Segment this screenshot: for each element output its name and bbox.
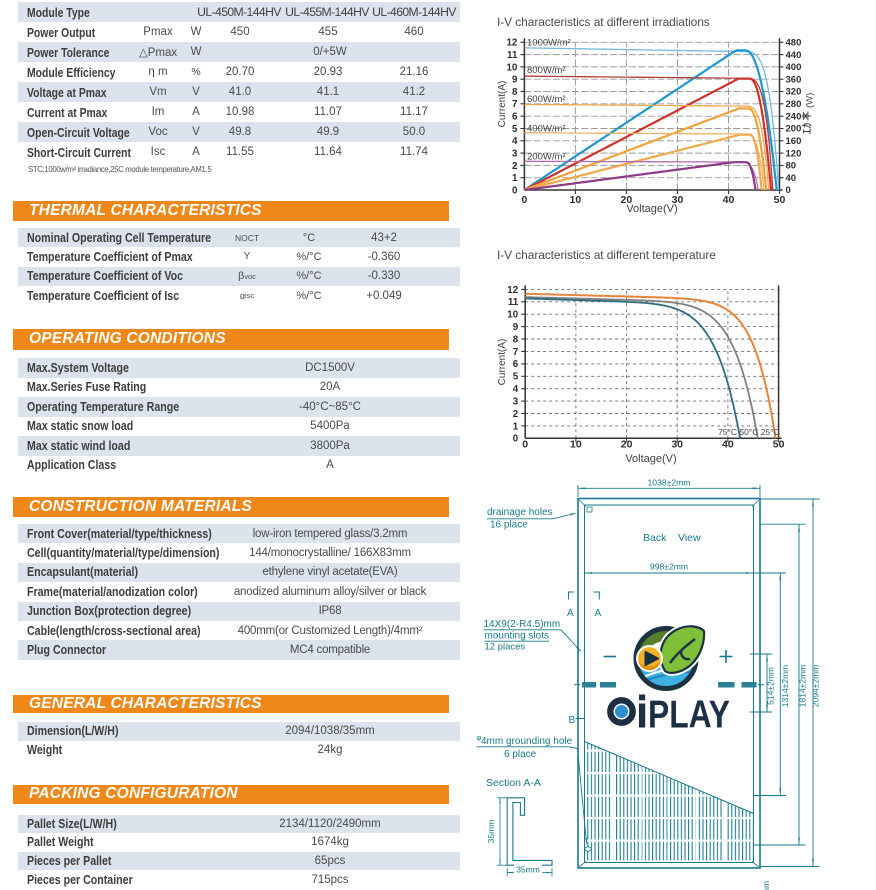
- svg-text:Back: Back: [643, 532, 667, 544]
- svg-text:480: 480: [786, 38, 802, 49]
- svg-text:12 places: 12 places: [485, 642, 526, 653]
- svg-text:2: 2: [513, 409, 519, 420]
- svg-text:mm: mm: [761, 881, 771, 890]
- svg-text:11: 11: [507, 50, 518, 61]
- svg-text:Section A-A: Section A-A: [486, 777, 541, 789]
- svg-text:1000W/m²: 1000W/m²: [527, 38, 571, 49]
- svg-text:11: 11: [508, 297, 519, 308]
- svg-text:1314±2mm: 1314±2mm: [780, 665, 790, 707]
- svg-text:Voltage(V): Voltage(V): [626, 203, 677, 215]
- svg-text:Current(A): Current(A): [497, 81, 508, 128]
- svg-text:View: View: [678, 532, 701, 544]
- svg-text:400: 400: [786, 62, 802, 73]
- svg-text:A: A: [595, 608, 602, 619]
- svg-text:mounting slots: mounting slots: [485, 631, 549, 642]
- svg-text:φ: φ: [477, 733, 482, 742]
- svg-text:240: 240: [786, 111, 802, 122]
- svg-text:1: 1: [513, 421, 519, 432]
- svg-text:320: 320: [786, 87, 802, 98]
- svg-text:1038±2mm: 1038±2mm: [648, 478, 691, 488]
- svg-text:120: 120: [786, 148, 802, 159]
- svg-text:3: 3: [513, 397, 519, 408]
- svg-text:10: 10: [570, 438, 582, 450]
- svg-text:5: 5: [513, 372, 519, 383]
- svg-text:10: 10: [507, 310, 518, 321]
- svg-text:998±2mm: 998±2mm: [650, 562, 688, 572]
- svg-text:1814±2mm: 1814±2mm: [798, 665, 808, 707]
- svg-text:A: A: [567, 608, 574, 619]
- svg-text:400W/m²: 400W/m²: [527, 124, 566, 135]
- svg-text:0: 0: [522, 438, 528, 450]
- svg-text:7: 7: [513, 347, 519, 358]
- svg-text:6 place: 6 place: [504, 749, 537, 760]
- svg-text:440: 440: [786, 50, 802, 61]
- svg-text:600W/m²: 600W/m²: [527, 94, 566, 105]
- svg-text:9: 9: [513, 322, 519, 333]
- svg-text:4: 4: [513, 384, 519, 395]
- svg-text:drainage holes: drainage holes: [487, 507, 553, 518]
- svg-text:4: 4: [512, 136, 518, 147]
- svg-text:8: 8: [513, 334, 519, 345]
- svg-text:200W/m²: 200W/m²: [527, 152, 566, 163]
- svg-text:360: 360: [786, 74, 802, 85]
- svg-text:1: 1: [512, 173, 518, 184]
- svg-text:40: 40: [723, 194, 735, 206]
- svg-text:2: 2: [512, 161, 518, 172]
- svg-text:I-V characteristics at differe: I-V characteristics at different irradia…: [497, 15, 710, 29]
- svg-text:6: 6: [512, 112, 518, 123]
- svg-text:8: 8: [512, 87, 518, 98]
- svg-text:30: 30: [671, 438, 683, 450]
- svg-text:0: 0: [512, 185, 518, 196]
- svg-text:40: 40: [786, 173, 797, 184]
- svg-text:PLAY: PLAY: [648, 694, 730, 737]
- svg-text:0: 0: [786, 185, 791, 196]
- svg-text:50: 50: [773, 438, 785, 450]
- svg-text:16 place: 16 place: [490, 520, 528, 531]
- svg-text:3: 3: [512, 149, 518, 160]
- svg-text:35mm: 35mm: [516, 865, 540, 875]
- svg-text:Current(A): Current(A): [497, 339, 508, 386]
- svg-text:514±2mm: 514±2mm: [766, 667, 776, 705]
- svg-text:20: 20: [621, 194, 633, 206]
- svg-text:75°C 50°C 25°C: 75°C 50°C 25°C: [718, 427, 780, 437]
- svg-text:4mm grounding hole: 4mm grounding hole: [481, 736, 573, 747]
- svg-text:160: 160: [786, 136, 802, 147]
- svg-text:80: 80: [786, 161, 797, 172]
- svg-text:0: 0: [521, 194, 527, 206]
- svg-text:7: 7: [512, 99, 518, 110]
- svg-text:20: 20: [621, 438, 633, 450]
- svg-text:0: 0: [513, 434, 519, 445]
- svg-text:9: 9: [512, 75, 518, 86]
- svg-text:10: 10: [506, 62, 517, 73]
- svg-text:30: 30: [672, 194, 684, 206]
- svg-text:50: 50: [774, 194, 786, 206]
- svg-text:6: 6: [513, 359, 519, 370]
- svg-text:35mm: 35mm: [486, 820, 496, 844]
- svg-text:5: 5: [512, 124, 518, 135]
- svg-text:2094±2mm: 2094±2mm: [811, 665, 821, 707]
- svg-text:14X9(2-R4.5)mm: 14X9(2-R4.5)mm: [484, 619, 561, 630]
- svg-text:800W/m²: 800W/m²: [527, 65, 566, 76]
- svg-text:(W): (W): [805, 93, 816, 108]
- svg-text:B: B: [569, 715, 576, 726]
- svg-text:12: 12: [506, 38, 517, 49]
- svg-text:200: 200: [786, 124, 802, 135]
- svg-text:12: 12: [507, 285, 518, 296]
- svg-text:40: 40: [722, 438, 734, 450]
- svg-text:280: 280: [786, 99, 802, 110]
- svg-text:I-V characteristics at differe: I-V characteristics at different tempera…: [497, 248, 716, 262]
- svg-text:Voltage(V): Voltage(V): [625, 453, 676, 465]
- svg-text:10: 10: [570, 194, 582, 206]
